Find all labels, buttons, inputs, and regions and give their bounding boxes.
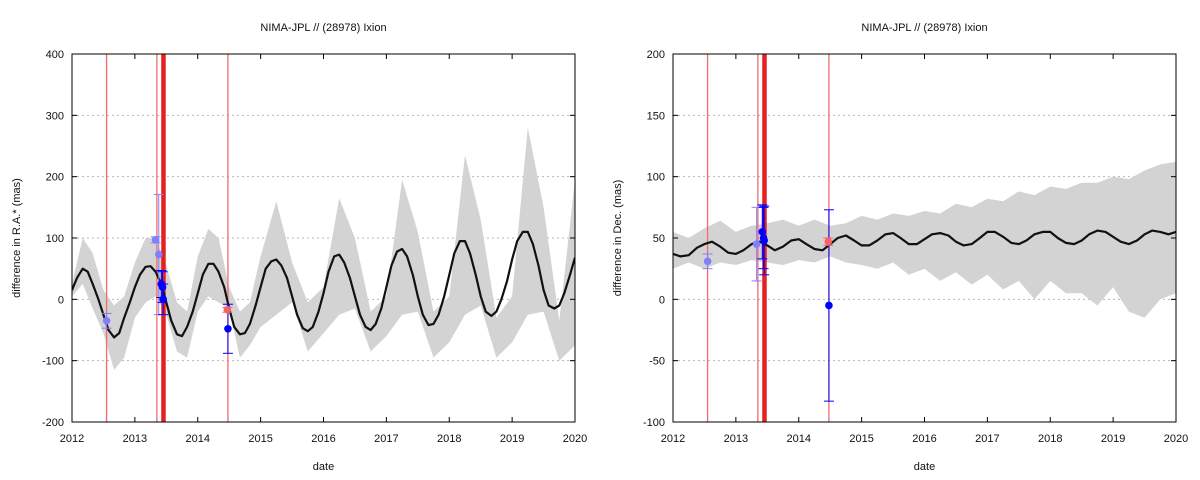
dec-x-tick-label: 2020 [1164,433,1188,445]
dec-y-tick-label: 200 [647,49,665,61]
dec-y-tick-label: 0 [659,294,665,306]
ra-observation [158,283,169,316]
ra-data-point [151,236,160,244]
ra-plot-area [72,54,575,422]
ra-data-point [223,305,232,314]
ra-y-tick-label: 100 [46,233,64,245]
dec-x-tick-label: 2012 [661,433,685,445]
ra-data-point [159,295,167,304]
ra-x-tick-label: 2015 [248,433,272,445]
ra-y-tick-label: 300 [46,110,64,122]
ra-x-tick-label: 2019 [500,433,524,445]
ra-x-tick-label: 2020 [563,433,587,445]
dec-x-axis-label: date [914,461,935,473]
dec-chart-panel: NIMA-JPL // (28978) Ixion 2012 2013 2014 201… [612,22,1188,473]
dec-plot-area [673,54,1176,422]
dec-y-axis-label: difference in Dec. (mas) [612,180,624,297]
ra-model-curve [72,230,575,339]
dec-x-tick-label: 2014 [787,433,811,445]
dec-y-tick-label: -50 [649,356,665,368]
ra-y-tick-label: -200 [42,417,64,429]
ra-chart-title: NIMA-JPL // (28978) Ixion [260,22,386,34]
dec-observation [759,205,770,276]
dec-x-tick-label: 2016 [912,433,936,445]
dec-data-point [824,237,833,246]
dec-observation [702,253,713,270]
ra-x-tick-label: 2013 [123,433,147,445]
ra-data-point [154,250,163,259]
dec-data-point [825,301,833,310]
ra-observation [222,305,233,314]
dec-x-tick-label: 2013 [724,433,748,445]
ra-x-tick-label: 2014 [186,433,210,445]
ra-data-point [102,317,111,325]
ra-data-point [158,283,167,291]
ra-data-point [224,324,232,333]
dec-y-tick-label: 150 [647,110,665,122]
dec-observation [823,237,834,246]
ra-y-axis-label: difference in R.A.* (mas) [11,178,23,298]
dec-x-tick-label: 2019 [1101,433,1125,445]
ra-x-tick-label: 2017 [374,433,398,445]
dec-y-tick-label: 100 [647,172,665,184]
dec-data-point [703,257,712,266]
ra-x-tick-label: 2018 [437,433,461,445]
dec-x-tick-label: 2017 [975,433,999,445]
dec-x-tick-label: 2015 [849,433,873,445]
ra-x-tick-label: 2012 [60,433,84,445]
ra-chart-panel: NIMA-JPL // (28978) Ixion 2012 2013 2014 201… [11,22,587,473]
ra-y-tick-label: -100 [42,356,64,368]
ra-observation [101,312,112,329]
dec-y-tick-label: -100 [643,417,665,429]
ra-y-tick-label: 400 [46,49,64,61]
dec-data-point [760,236,768,245]
dec-x-tick-label: 2018 [1038,433,1062,445]
ra-y-tick-label: 200 [46,172,64,184]
dec-chart-title: NIMA-JPL // (28978) Ixion [861,22,987,34]
dec-y-tick-label: 50 [653,233,665,245]
ra-x-axis-label: date [313,461,334,473]
ra-y-tick-label: 0 [58,294,64,306]
dec-observation [751,206,762,282]
ra-x-tick-label: 2016 [311,433,335,445]
ra-uncertainty-band [72,127,575,370]
dec-data-point [752,240,761,248]
